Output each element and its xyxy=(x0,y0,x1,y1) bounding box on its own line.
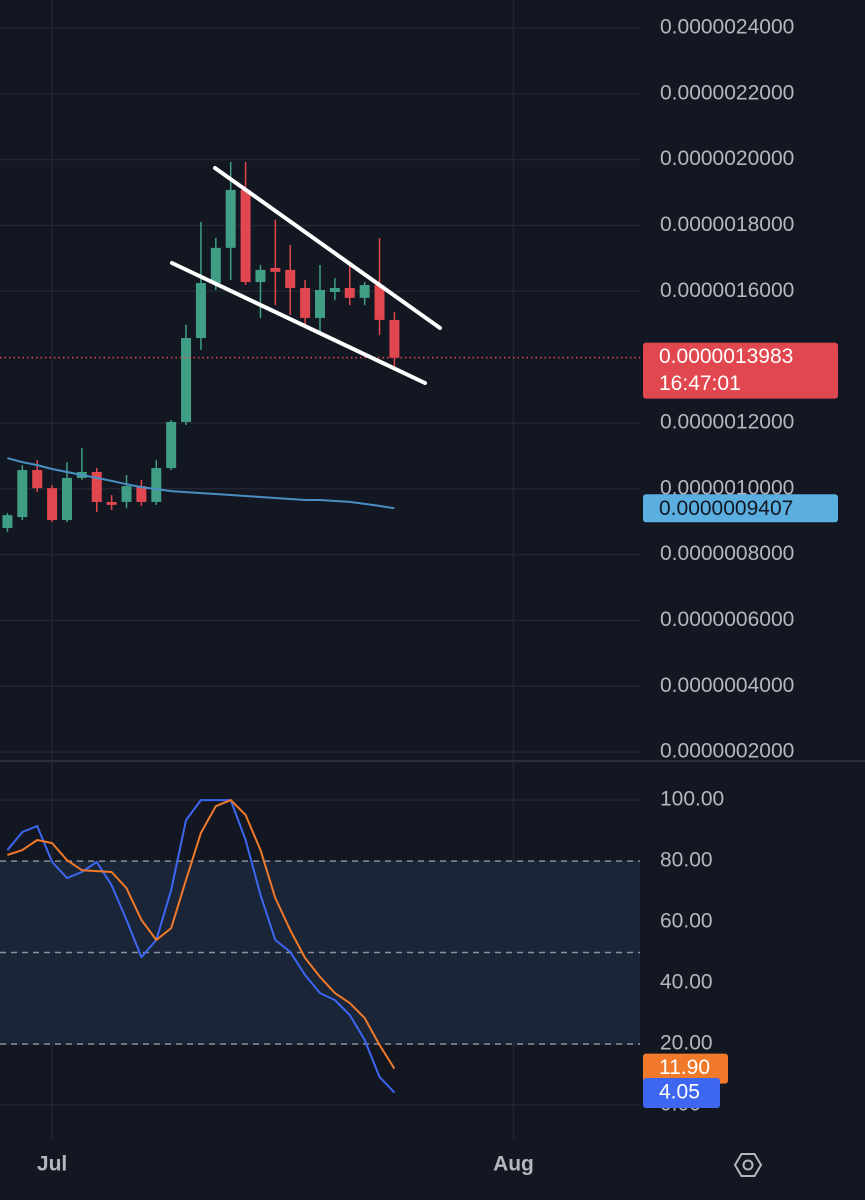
candle-body xyxy=(47,488,58,521)
y-tick-label: 0.0000018000 xyxy=(660,213,794,236)
y-tick-label: 0.0000022000 xyxy=(660,81,794,104)
value-badge-text: 11.90 xyxy=(659,1056,710,1079)
marks-layer xyxy=(0,161,640,1094)
drawings-layer xyxy=(0,166,865,762)
y-tick-label: 0.0000006000 xyxy=(660,608,794,631)
y-tick-label: 0.0000010000 xyxy=(660,476,794,499)
value-badge-text: 4.05 xyxy=(659,1081,700,1104)
candle-body xyxy=(300,288,311,318)
y-tick-label: 0.0000004000 xyxy=(660,674,794,697)
candle-body xyxy=(285,269,296,289)
settings-icon[interactable] xyxy=(733,1153,763,1177)
candle-body xyxy=(210,247,221,284)
line xyxy=(7,799,396,1070)
y-tick-label: 60.00 xyxy=(660,910,713,933)
candle-body xyxy=(121,486,132,502)
candle-body xyxy=(17,470,28,518)
x-tick-label: Aug xyxy=(493,1153,534,1176)
y-tick-label: 20.00 xyxy=(660,1032,713,1055)
candle-body xyxy=(225,189,236,248)
candle-body xyxy=(329,288,340,292)
candle-body xyxy=(2,515,13,528)
candle-body xyxy=(166,421,177,469)
candle-body xyxy=(91,471,102,502)
candle-body xyxy=(389,319,400,358)
y-tick-label: 80.00 xyxy=(660,849,713,872)
candle-body xyxy=(61,477,72,521)
candle-body xyxy=(315,289,325,318)
price-badge-text: 0.0000013983 xyxy=(659,345,793,368)
candle-body xyxy=(255,269,266,283)
price-badge-text: 16:47:01 xyxy=(659,372,741,395)
candle-body xyxy=(136,486,147,502)
candle-body xyxy=(240,189,251,283)
line xyxy=(6,799,396,1094)
y-tick-label: 0.0000020000 xyxy=(660,147,794,170)
x-tick-label: Jul xyxy=(37,1153,67,1176)
y-tick-label: 100.00 xyxy=(660,788,724,811)
y-tick-label: 0.0000016000 xyxy=(660,279,794,302)
y-tick-label: 0.0000002000 xyxy=(660,740,794,763)
candle-body xyxy=(374,285,385,320)
icon-hexagon xyxy=(733,1153,763,1177)
candle-body xyxy=(151,468,162,502)
y-tick-label: 0.0000024000 xyxy=(660,16,794,39)
value-badge xyxy=(643,1078,720,1108)
candle-body xyxy=(181,338,192,422)
price-badge xyxy=(643,342,838,399)
value-badge xyxy=(643,1053,728,1084)
y-tick-label: 40.00 xyxy=(660,971,713,994)
ma-badge-text: 0.0000009407 xyxy=(659,497,793,520)
candle-body xyxy=(270,267,281,272)
candle-body xyxy=(32,470,43,489)
trend-line xyxy=(170,261,427,385)
y-tick-label: 0.0000008000 xyxy=(660,542,794,565)
line xyxy=(7,457,395,510)
grid-layer xyxy=(0,0,640,1140)
trend-line xyxy=(213,166,442,330)
candle-body xyxy=(344,288,355,298)
candle-body xyxy=(359,285,370,298)
icon-circle xyxy=(742,1159,754,1171)
y-tick-label: 0.0000012000 xyxy=(660,411,794,434)
candle-body xyxy=(106,501,117,505)
ma-badge xyxy=(643,494,838,523)
candle-body xyxy=(195,283,206,339)
axis-layer: Jul Aug 0.0000024000 0.0000022000 0.00000200… xyxy=(37,16,838,1176)
